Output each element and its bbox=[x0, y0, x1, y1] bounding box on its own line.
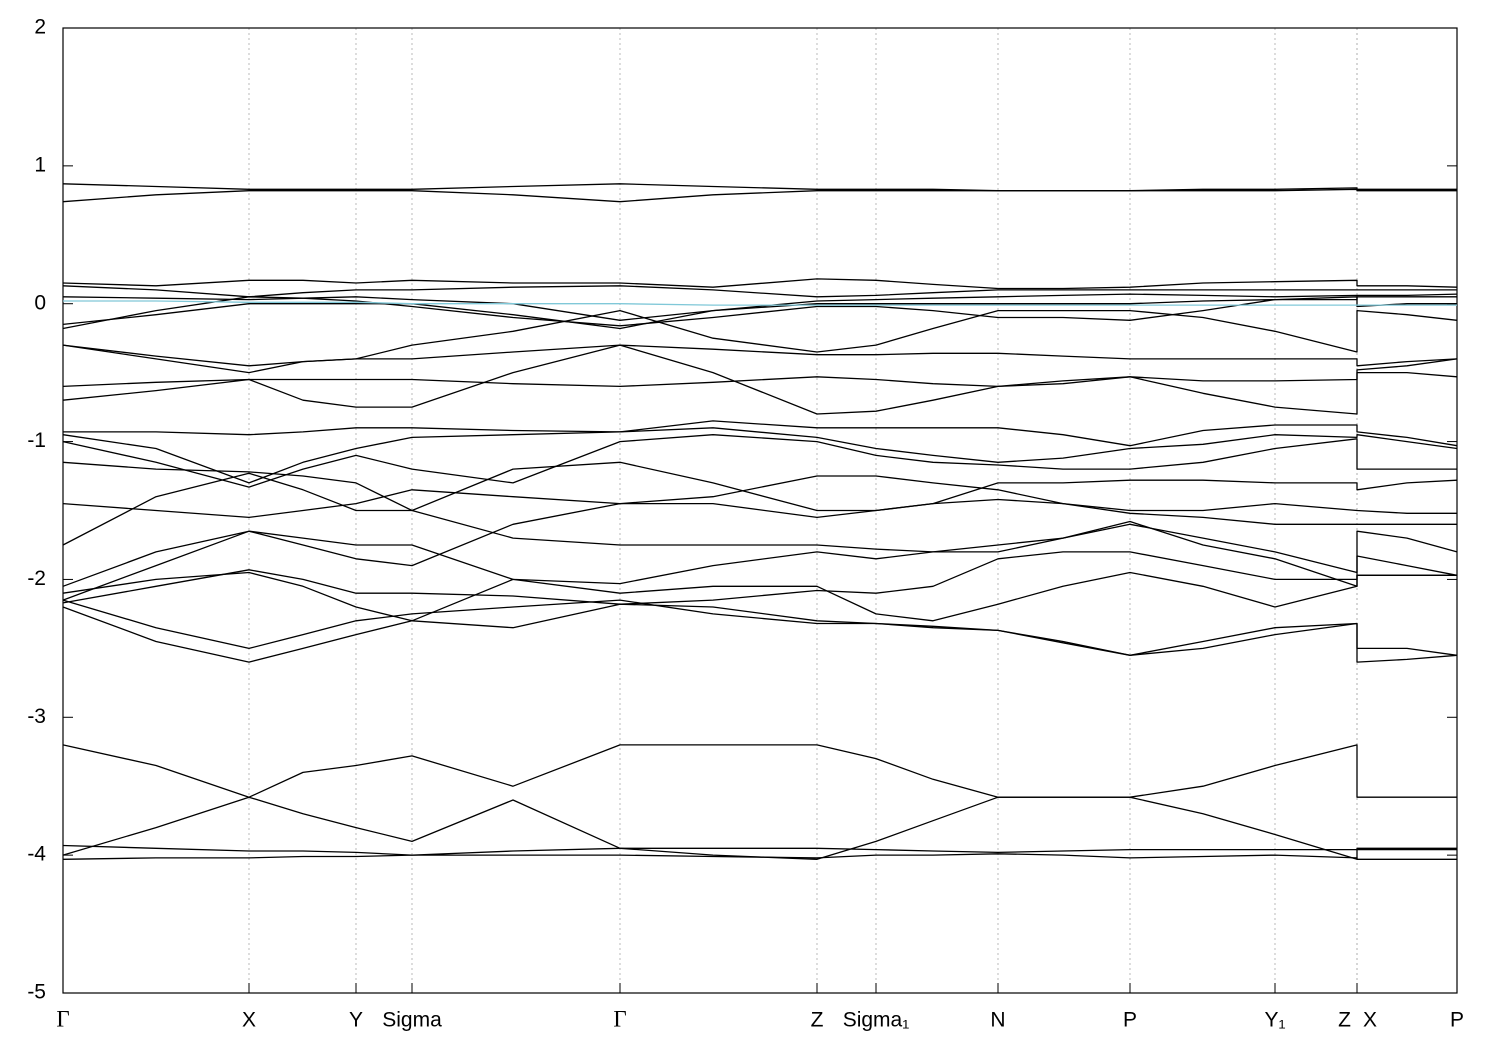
band-line bbox=[62, 844, 1457, 856]
band-line bbox=[62, 551, 1457, 605]
band-line bbox=[62, 599, 1458, 656]
plot-frame bbox=[62, 27, 1458, 994]
band-line bbox=[62, 344, 1458, 374]
y-tick-label: -5 bbox=[27, 981, 46, 1004]
band-line bbox=[62, 571, 1457, 622]
band-line bbox=[62, 472, 1458, 574]
band-line bbox=[62, 296, 1457, 330]
band-line bbox=[62, 475, 1457, 587]
band-line bbox=[62, 278, 1458, 290]
band-line bbox=[63, 300, 1457, 306]
band-line bbox=[62, 427, 1458, 484]
x-tick-label: X bbox=[242, 1009, 256, 1032]
band-line bbox=[62, 434, 1457, 488]
band-line bbox=[62, 489, 1457, 519]
band-line bbox=[62, 309, 1458, 367]
band-line bbox=[62, 603, 1458, 663]
x-tick-label: N bbox=[990, 1009, 1005, 1032]
band-line bbox=[62, 853, 1457, 860]
y-tick-label: -2 bbox=[27, 567, 46, 590]
x-tick-label: Sigma bbox=[382, 1009, 442, 1032]
y-tick-label: 0 bbox=[34, 291, 46, 314]
band-line bbox=[62, 744, 1457, 798]
x-tick-label: Y bbox=[349, 1009, 363, 1032]
band-line bbox=[63, 420, 1458, 447]
x-tick-label: P bbox=[1123, 1009, 1137, 1032]
y-tick-label: 1 bbox=[34, 153, 46, 176]
band-line bbox=[62, 296, 1457, 330]
band-line bbox=[62, 285, 1457, 298]
band-line bbox=[62, 188, 1457, 203]
band-line bbox=[62, 796, 1457, 860]
x-tick-label: Z bbox=[811, 1009, 824, 1032]
y-tick-label: -1 bbox=[27, 429, 46, 452]
x-tick-label: Y₁ bbox=[1264, 1009, 1285, 1032]
x-tick-label: Z bbox=[1338, 1009, 1351, 1032]
x-tick-label: Γ bbox=[56, 1006, 69, 1031]
x-tick-label: Γ bbox=[613, 1006, 626, 1031]
band-line bbox=[62, 371, 1458, 388]
band-line bbox=[62, 293, 1458, 321]
y-tick-label: -4 bbox=[27, 843, 46, 866]
x-tick-label: P bbox=[1450, 1009, 1464, 1032]
band-line bbox=[62, 520, 1458, 601]
x-tick-label: X bbox=[1363, 1009, 1377, 1032]
y-tick-label: -3 bbox=[27, 705, 46, 728]
y-tick-label: 2 bbox=[34, 16, 46, 39]
band-line bbox=[62, 344, 1458, 415]
x-tick-label: Sigma₁ bbox=[843, 1009, 910, 1032]
band-line bbox=[62, 461, 1458, 512]
band-line bbox=[62, 183, 1457, 192]
